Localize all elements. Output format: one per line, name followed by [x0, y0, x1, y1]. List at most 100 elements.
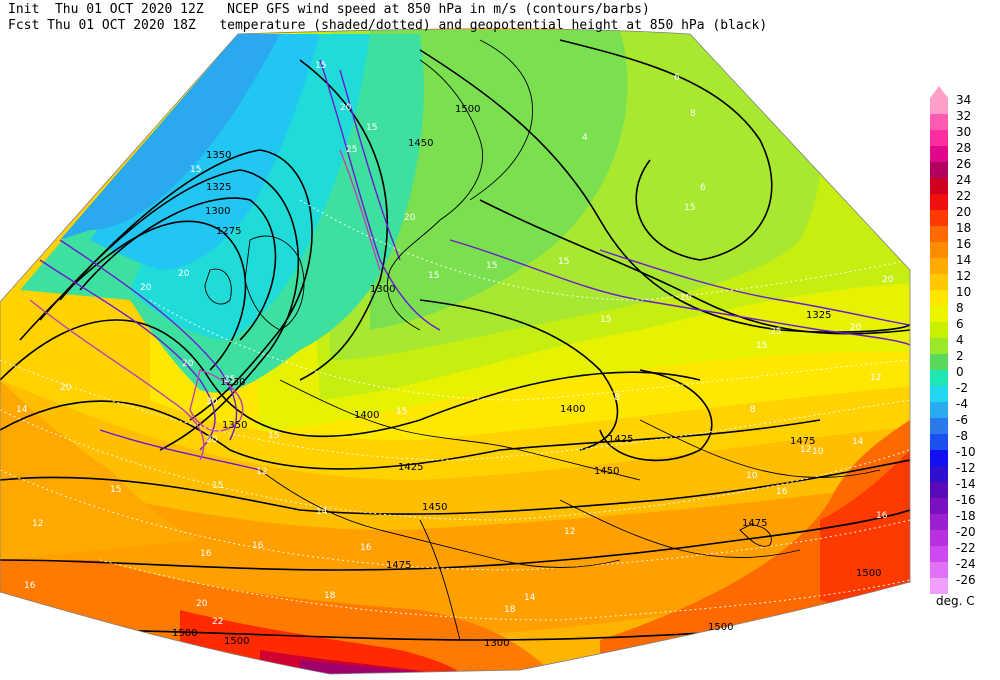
- legend-swatch: [930, 306, 948, 322]
- legend-swatch: [930, 226, 948, 242]
- legend-swatch: [930, 242, 948, 258]
- legend-swatch: [930, 562, 948, 578]
- temperature-label: 8: [690, 109, 696, 119]
- legend-tick-label: 26: [956, 157, 972, 171]
- temperature-labels: 14 12 12 14 16 16 16 18 20 22 16 18 14 1…: [16, 73, 888, 627]
- legend-swatch: [930, 578, 948, 594]
- wind-label: 25: [224, 375, 235, 385]
- wind-label: 20: [404, 213, 416, 223]
- legend-tick-label: -24: [956, 557, 976, 571]
- legend-swatch: [930, 338, 948, 354]
- wind-label: 15: [110, 485, 121, 495]
- height-label: 1450: [422, 502, 447, 513]
- temperature-label: 6: [700, 183, 706, 193]
- wind-label: 25: [346, 145, 357, 155]
- temperature-label: 12: [800, 445, 811, 455]
- temperature-label: 4: [582, 133, 588, 143]
- wind-label: 30: [206, 397, 218, 407]
- legend-tick-label: 32: [956, 109, 972, 123]
- legend-swatch: [930, 130, 948, 146]
- temperature-label: 16: [24, 581, 36, 591]
- height-labels: 1500 1450 1350 1325 1300 1275 1300 1250 …: [172, 104, 881, 649]
- wind-label: 20: [340, 103, 352, 113]
- legend-tick-label: -6: [956, 413, 968, 427]
- legend-tick-label: -16: [956, 493, 976, 507]
- legend-unit: deg. C: [936, 594, 975, 608]
- legend-tick-label: -22: [956, 541, 976, 555]
- legend-swatch: [930, 498, 948, 514]
- legend-swatch: [930, 418, 948, 434]
- temperature-label: 12: [870, 373, 881, 383]
- height-label: 1400: [560, 404, 585, 415]
- legend-swatch: [930, 162, 948, 178]
- coastlines: [204, 39, 881, 641]
- temperature-label: 16: [200, 549, 212, 559]
- temperature-label: 14: [852, 437, 864, 447]
- height-label: 1475: [386, 560, 411, 571]
- temperature-label: 8: [614, 393, 620, 403]
- legend-tick-label: 6: [956, 317, 964, 331]
- wind-label: 15: [366, 123, 377, 133]
- legend-tick-label: 8: [956, 301, 964, 315]
- legend-swatch: [930, 450, 948, 466]
- legend-tick-label: -18: [956, 509, 976, 523]
- temperature-label: 10: [812, 447, 824, 457]
- legend-swatch: [930, 386, 948, 402]
- wind-label: 20: [850, 323, 862, 333]
- temperature-label: 8: [750, 405, 756, 415]
- legend-tick-label: -4: [956, 397, 968, 411]
- height-label: 1450: [594, 466, 619, 477]
- map-domain-outline: [0, 28, 911, 675]
- height-label: 1425: [608, 434, 633, 445]
- height-label: 1450: [408, 138, 433, 149]
- isotherms: [0, 199, 910, 621]
- height-label: 1350: [222, 420, 247, 431]
- height-label: 1425: [398, 462, 423, 473]
- wind-label: 15: [684, 203, 695, 213]
- wind-label: 20: [882, 275, 894, 285]
- temperature-label: 20: [196, 599, 208, 609]
- temperature-color-legend: 34 32 30 28 26 24 22 20 18 16 14 12 10 8 6 4 2 0 -2 -4 -6 -8-…: [926, 86, 996, 626]
- legend-tick-label: 22: [956, 189, 972, 203]
- strong-wind-contours: [29, 149, 381, 461]
- legend-tick-label: 30: [956, 125, 972, 139]
- legend-tick-label: 18: [956, 221, 972, 235]
- legend-swatch: [930, 530, 948, 546]
- legend-tick-label: 4: [956, 333, 964, 347]
- wind-label: 15: [600, 315, 611, 325]
- wind-label: 20: [182, 359, 194, 369]
- height-label: 1325: [806, 310, 831, 321]
- temperature-label: 18: [504, 605, 516, 615]
- wind-label: 25: [770, 327, 781, 337]
- legend-swatch: [930, 370, 948, 386]
- legend-swatch: [930, 146, 948, 162]
- wind-label: 15: [212, 481, 223, 491]
- legend-tick-label: 14: [956, 253, 972, 267]
- legend-swatch: [930, 194, 948, 210]
- legend-tick-label: -12: [956, 461, 976, 475]
- legend-tick-label: 24: [956, 173, 972, 187]
- height-label: 1500: [708, 622, 733, 633]
- wind-label: 15: [396, 407, 407, 417]
- height-label: 1500: [224, 636, 249, 647]
- legend-tick-label: -14: [956, 477, 976, 491]
- temperature-label: 16: [360, 543, 372, 553]
- legend-swatch: [930, 354, 948, 370]
- wind-labels: 15 20 15 20 25 15 20 15 15 15 20 20 20 2…: [60, 61, 894, 495]
- height-label: 1300: [370, 284, 395, 295]
- legend-tick-label: -10: [956, 445, 976, 459]
- temperature-label: 14: [524, 593, 536, 603]
- temperature-label: 16: [776, 487, 788, 497]
- legend-tick-label: 0: [956, 365, 964, 379]
- legend-swatch: [930, 178, 948, 194]
- wind-label: 15: [315, 61, 326, 71]
- height-label: 1500: [455, 104, 480, 115]
- wind-label: 20: [178, 269, 190, 279]
- wind-label: 15: [428, 271, 439, 281]
- height-label: 1350: [206, 150, 231, 161]
- legend-tick-label: 10: [956, 285, 972, 299]
- legend-tick-label: 34: [956, 93, 972, 107]
- height-label: 1325: [206, 182, 231, 193]
- wind-label: 15: [190, 165, 201, 175]
